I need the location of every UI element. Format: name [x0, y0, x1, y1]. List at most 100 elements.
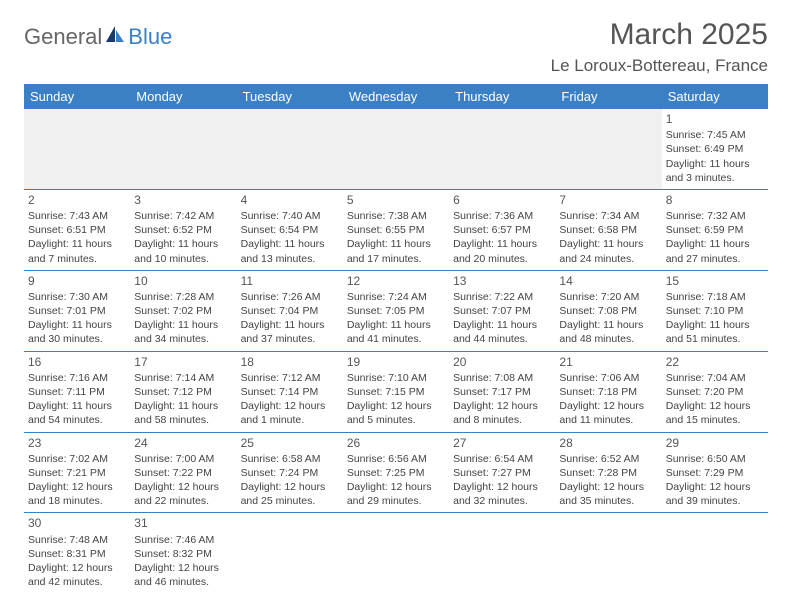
calendar-row: 30Sunrise: 7:48 AMSunset: 8:31 PMDayligh… [24, 513, 768, 593]
calendar-cell: 23Sunrise: 7:02 AMSunset: 7:21 PMDayligh… [24, 432, 130, 513]
calendar-cell: 20Sunrise: 7:08 AMSunset: 7:17 PMDayligh… [449, 351, 555, 432]
sunset-text: Sunset: 8:31 PM [28, 547, 126, 561]
sunset-text: Sunset: 7:29 PM [666, 466, 764, 480]
daylight-text: Daylight: 12 hours and 42 minutes. [28, 561, 126, 589]
sunrise-text: Sunrise: 7:43 AM [28, 209, 126, 223]
calendar-cell [449, 513, 555, 593]
day-number: 19 [347, 354, 445, 370]
calendar-cell: 3Sunrise: 7:42 AMSunset: 6:52 PMDaylight… [130, 189, 236, 270]
sail-icon [104, 24, 126, 50]
calendar-row: 2Sunrise: 7:43 AMSunset: 6:51 PMDaylight… [24, 189, 768, 270]
sunrise-text: Sunrise: 7:26 AM [241, 290, 339, 304]
day-number: 30 [28, 515, 126, 531]
sunrise-text: Sunrise: 7:28 AM [134, 290, 232, 304]
daylight-text: Daylight: 11 hours and 37 minutes. [241, 318, 339, 346]
sunset-text: Sunset: 6:57 PM [453, 223, 551, 237]
day-number: 29 [666, 435, 764, 451]
calendar-cell: 8Sunrise: 7:32 AMSunset: 6:59 PMDaylight… [662, 189, 768, 270]
calendar-cell: 2Sunrise: 7:43 AMSunset: 6:51 PMDaylight… [24, 189, 130, 270]
daylight-text: Daylight: 11 hours and 41 minutes. [347, 318, 445, 346]
sunset-text: Sunset: 7:25 PM [347, 466, 445, 480]
calendar-row: 9Sunrise: 7:30 AMSunset: 7:01 PMDaylight… [24, 270, 768, 351]
calendar-cell: 28Sunrise: 6:52 AMSunset: 7:28 PMDayligh… [555, 432, 661, 513]
calendar-cell: 17Sunrise: 7:14 AMSunset: 7:12 PMDayligh… [130, 351, 236, 432]
sunset-text: Sunset: 6:55 PM [347, 223, 445, 237]
day-number: 18 [241, 354, 339, 370]
day-number: 24 [134, 435, 232, 451]
sunrise-text: Sunrise: 7:45 AM [666, 128, 764, 142]
sunset-text: Sunset: 7:21 PM [28, 466, 126, 480]
sunrise-text: Sunrise: 7:16 AM [28, 371, 126, 385]
daylight-text: Daylight: 12 hours and 5 minutes. [347, 399, 445, 427]
page-title: March 2025 [551, 18, 768, 52]
day-number: 4 [241, 192, 339, 208]
sunset-text: Sunset: 7:18 PM [559, 385, 657, 399]
calendar-cell [130, 109, 236, 189]
daylight-text: Daylight: 11 hours and 10 minutes. [134, 237, 232, 265]
daylight-text: Daylight: 12 hours and 46 minutes. [134, 561, 232, 589]
day-number: 2 [28, 192, 126, 208]
sunrise-text: Sunrise: 7:48 AM [28, 533, 126, 547]
day-number: 15 [666, 273, 764, 289]
location: Le Loroux-Bottereau, France [551, 56, 768, 76]
daylight-text: Daylight: 12 hours and 8 minutes. [453, 399, 551, 427]
daylight-text: Daylight: 12 hours and 1 minute. [241, 399, 339, 427]
calendar-cell: 4Sunrise: 7:40 AMSunset: 6:54 PMDaylight… [237, 189, 343, 270]
sunrise-text: Sunrise: 7:32 AM [666, 209, 764, 223]
sunrise-text: Sunrise: 7:42 AM [134, 209, 232, 223]
calendar-cell [449, 109, 555, 189]
sunrise-text: Sunrise: 7:02 AM [28, 452, 126, 466]
day-number: 13 [453, 273, 551, 289]
day-number: 26 [347, 435, 445, 451]
calendar-cell: 24Sunrise: 7:00 AMSunset: 7:22 PMDayligh… [130, 432, 236, 513]
sunset-text: Sunset: 7:12 PM [134, 385, 232, 399]
sunrise-text: Sunrise: 7:36 AM [453, 209, 551, 223]
sunset-text: Sunset: 6:52 PM [134, 223, 232, 237]
sunrise-text: Sunrise: 7:18 AM [666, 290, 764, 304]
calendar-cell: 1Sunrise: 7:45 AMSunset: 6:49 PMDaylight… [662, 109, 768, 189]
calendar-cell [343, 109, 449, 189]
sunrise-text: Sunrise: 7:14 AM [134, 371, 232, 385]
calendar-cell: 7Sunrise: 7:34 AMSunset: 6:58 PMDaylight… [555, 189, 661, 270]
sunset-text: Sunset: 7:05 PM [347, 304, 445, 318]
day-number: 17 [134, 354, 232, 370]
calendar-row: 1Sunrise: 7:45 AMSunset: 6:49 PMDaylight… [24, 109, 768, 189]
sunset-text: Sunset: 7:14 PM [241, 385, 339, 399]
sunrise-text: Sunrise: 7:46 AM [134, 533, 232, 547]
day-number: 27 [453, 435, 551, 451]
sunrise-text: Sunrise: 6:54 AM [453, 452, 551, 466]
calendar-cell: 19Sunrise: 7:10 AMSunset: 7:15 PMDayligh… [343, 351, 449, 432]
weekday-header: Friday [555, 84, 661, 109]
day-number: 7 [559, 192, 657, 208]
daylight-text: Daylight: 12 hours and 11 minutes. [559, 399, 657, 427]
day-number: 21 [559, 354, 657, 370]
sunset-text: Sunset: 7:02 PM [134, 304, 232, 318]
day-number: 6 [453, 192, 551, 208]
day-number: 20 [453, 354, 551, 370]
daylight-text: Daylight: 12 hours and 15 minutes. [666, 399, 764, 427]
sunset-text: Sunset: 7:27 PM [453, 466, 551, 480]
calendar-cell [343, 513, 449, 593]
weekday-header: Thursday [449, 84, 555, 109]
day-number: 22 [666, 354, 764, 370]
calendar-cell [555, 513, 661, 593]
calendar-cell [555, 109, 661, 189]
daylight-text: Daylight: 11 hours and 34 minutes. [134, 318, 232, 346]
title-block: March 2025 Le Loroux-Bottereau, France [551, 18, 768, 76]
calendar-row: 23Sunrise: 7:02 AMSunset: 7:21 PMDayligh… [24, 432, 768, 513]
sunrise-text: Sunrise: 7:22 AM [453, 290, 551, 304]
sunset-text: Sunset: 7:07 PM [453, 304, 551, 318]
calendar-cell: 22Sunrise: 7:04 AMSunset: 7:20 PMDayligh… [662, 351, 768, 432]
sunset-text: Sunset: 7:01 PM [28, 304, 126, 318]
daylight-text: Daylight: 11 hours and 17 minutes. [347, 237, 445, 265]
sunset-text: Sunset: 7:28 PM [559, 466, 657, 480]
weekday-header: Wednesday [343, 84, 449, 109]
sunset-text: Sunset: 7:11 PM [28, 385, 126, 399]
day-number: 5 [347, 192, 445, 208]
sunrise-text: Sunrise: 7:10 AM [347, 371, 445, 385]
day-number: 8 [666, 192, 764, 208]
day-number: 31 [134, 515, 232, 531]
calendar-cell: 25Sunrise: 6:58 AMSunset: 7:24 PMDayligh… [237, 432, 343, 513]
calendar-cell: 11Sunrise: 7:26 AMSunset: 7:04 PMDayligh… [237, 270, 343, 351]
day-number: 9 [28, 273, 126, 289]
